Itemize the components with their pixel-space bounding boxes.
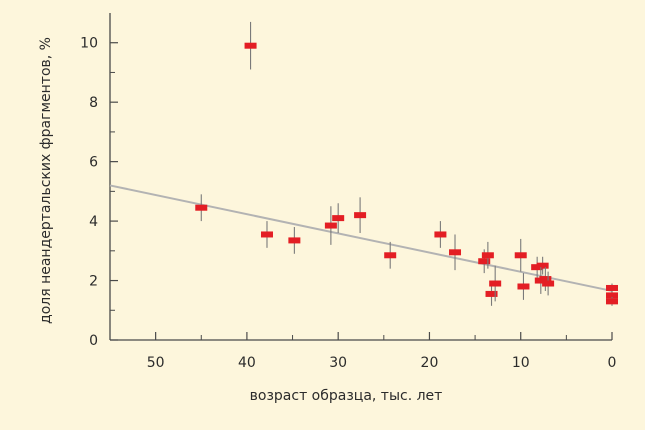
data-point-12 bbox=[481, 241, 494, 269]
point-marker bbox=[288, 237, 301, 244]
y-axis-label: доля неандертальских фрагментов, % bbox=[38, 37, 54, 324]
y-tick-label-10: 10 bbox=[80, 36, 98, 52]
point-marker bbox=[539, 276, 552, 283]
point-marker bbox=[606, 298, 618, 305]
point-marker bbox=[485, 290, 498, 297]
data-point-24 bbox=[606, 296, 618, 306]
x-axis-ticks: 50 40 30 20 10 0 bbox=[147, 332, 617, 371]
x-tick-label-20: 20 bbox=[421, 355, 439, 371]
point-marker bbox=[434, 231, 447, 238]
y-tick-label-0: 0 bbox=[89, 333, 98, 349]
point-marker bbox=[354, 212, 367, 219]
point-marker bbox=[449, 249, 462, 256]
point-marker bbox=[606, 292, 618, 299]
data-point-3 bbox=[260, 221, 273, 248]
data-point-21 bbox=[542, 271, 555, 296]
point-marker bbox=[514, 252, 527, 259]
data-point-8 bbox=[384, 241, 397, 269]
point-marker bbox=[324, 222, 337, 229]
point-marker bbox=[606, 284, 618, 291]
point-marker bbox=[244, 42, 257, 49]
data-point-2 bbox=[244, 21, 257, 70]
data-point-16 bbox=[517, 273, 530, 300]
data-point-9 bbox=[434, 221, 447, 248]
data-point-7 bbox=[354, 197, 367, 233]
y-tick-label-6: 6 bbox=[89, 155, 98, 171]
x-tick-label-40: 40 bbox=[238, 355, 256, 371]
point-marker bbox=[489, 280, 502, 287]
x-tick-label-10: 10 bbox=[512, 355, 530, 371]
data-point-5 bbox=[324, 206, 337, 245]
point-marker bbox=[536, 262, 549, 269]
point-marker bbox=[260, 231, 273, 238]
data-point-10 bbox=[449, 234, 462, 271]
y-tick-label-2: 2 bbox=[89, 274, 98, 290]
data-point-20 bbox=[539, 267, 552, 291]
trend-line-group bbox=[109, 184, 613, 292]
point-marker bbox=[542, 280, 555, 287]
point-marker bbox=[332, 215, 345, 222]
point-marker bbox=[481, 252, 494, 259]
point-marker bbox=[195, 204, 208, 211]
y-tick-label-8: 8 bbox=[89, 95, 98, 111]
point-marker bbox=[384, 252, 397, 259]
point-marker bbox=[517, 283, 530, 290]
y-tick-label-4: 4 bbox=[89, 214, 98, 230]
point-marker bbox=[478, 258, 491, 265]
x-tick-label-0: 0 bbox=[608, 355, 617, 371]
trend-line bbox=[109, 184, 613, 292]
y-axis-ticks: 0 2 4 6 8 10 bbox=[80, 36, 118, 349]
x-tick-label-50: 50 bbox=[147, 355, 165, 371]
x-tick-label-30: 30 bbox=[329, 355, 347, 371]
x-axis-label: возраст образца, тыс. лет bbox=[250, 388, 443, 404]
data-point-15 bbox=[514, 238, 527, 272]
data-point-1 bbox=[195, 194, 208, 222]
data-point-18 bbox=[536, 256, 549, 275]
data-point-14 bbox=[489, 265, 502, 302]
data-point-6 bbox=[332, 203, 345, 233]
data-point-4 bbox=[288, 227, 301, 254]
data-points bbox=[195, 21, 618, 306]
